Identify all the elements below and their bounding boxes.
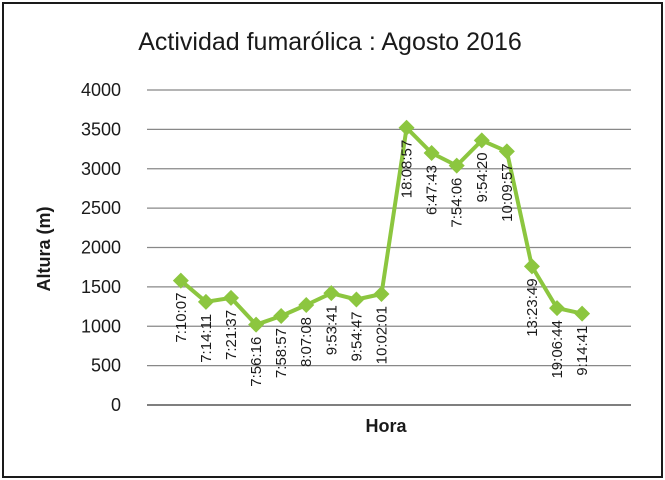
data-label: 7:58:57 [273, 328, 290, 378]
chart-title: Actividad fumarólica : Agosto 2016 [138, 28, 522, 56]
data-label: 7:54:06 [449, 178, 466, 228]
data-label: 13:23:49 [524, 278, 541, 336]
data-label: 9:14:41 [574, 326, 591, 376]
data-point-marker [523, 258, 540, 275]
data-label: 7:21:37 [223, 310, 240, 360]
data-labels: 7:10:07 7:14:11 7:21:37 7:56:16 7:58:57 8:07:… [173, 140, 591, 387]
data-label: 9:53:41 [323, 305, 340, 355]
data-label: 10:02:01 [373, 306, 390, 364]
y-tick-label: 1500 [81, 277, 121, 297]
y-tick-label: 3500 [81, 119, 121, 139]
y-tick-label: 500 [91, 356, 121, 376]
x-axis-label: Hora [365, 416, 407, 436]
y-tick-labels: 0 500 1000 1500 2000 2500 3000 3500 4000 [81, 80, 121, 415]
data-point-marker [223, 289, 240, 306]
data-point-marker [398, 119, 415, 136]
data-label: 10:09:57 [499, 163, 516, 221]
data-point-marker [323, 285, 340, 302]
data-label: 19:06:44 [549, 320, 566, 378]
data-point-marker [473, 132, 490, 149]
data-point-marker [348, 291, 365, 308]
y-tick-label: 2500 [81, 198, 121, 218]
data-label: 9:54:20 [474, 152, 491, 202]
data-point-marker [423, 145, 440, 161]
data-label: 8:07:08 [298, 317, 315, 367]
data-point-marker [448, 157, 465, 174]
y-tick-label: 4000 [81, 80, 121, 100]
data-point-marker [197, 293, 214, 310]
gridlines [147, 89, 631, 367]
data-label: 7:10:07 [173, 293, 190, 343]
data-point-marker [498, 143, 515, 160]
data-label: 18:08:57 [399, 140, 416, 198]
y-tick-label: 1000 [81, 316, 121, 336]
data-label: 9:54:47 [348, 311, 365, 361]
y-tick-label: 3000 [81, 159, 121, 179]
data-point-marker [172, 272, 189, 289]
y-tick-label: 2000 [81, 238, 121, 258]
data-label: 7:56:16 [248, 337, 265, 387]
data-point-marker [248, 316, 265, 333]
data-point-marker [273, 308, 290, 325]
data-point-marker [373, 285, 390, 302]
y-axis-label: Altura (m) [34, 206, 54, 291]
data-point-marker [549, 300, 566, 317]
y-tick-label: 0 [111, 395, 121, 415]
data-point-marker [574, 305, 591, 322]
data-label: 7:14:11 [198, 314, 215, 363]
data-point-marker [298, 296, 315, 313]
data-label: 6:47:43 [424, 165, 441, 215]
series-markers [172, 119, 591, 333]
